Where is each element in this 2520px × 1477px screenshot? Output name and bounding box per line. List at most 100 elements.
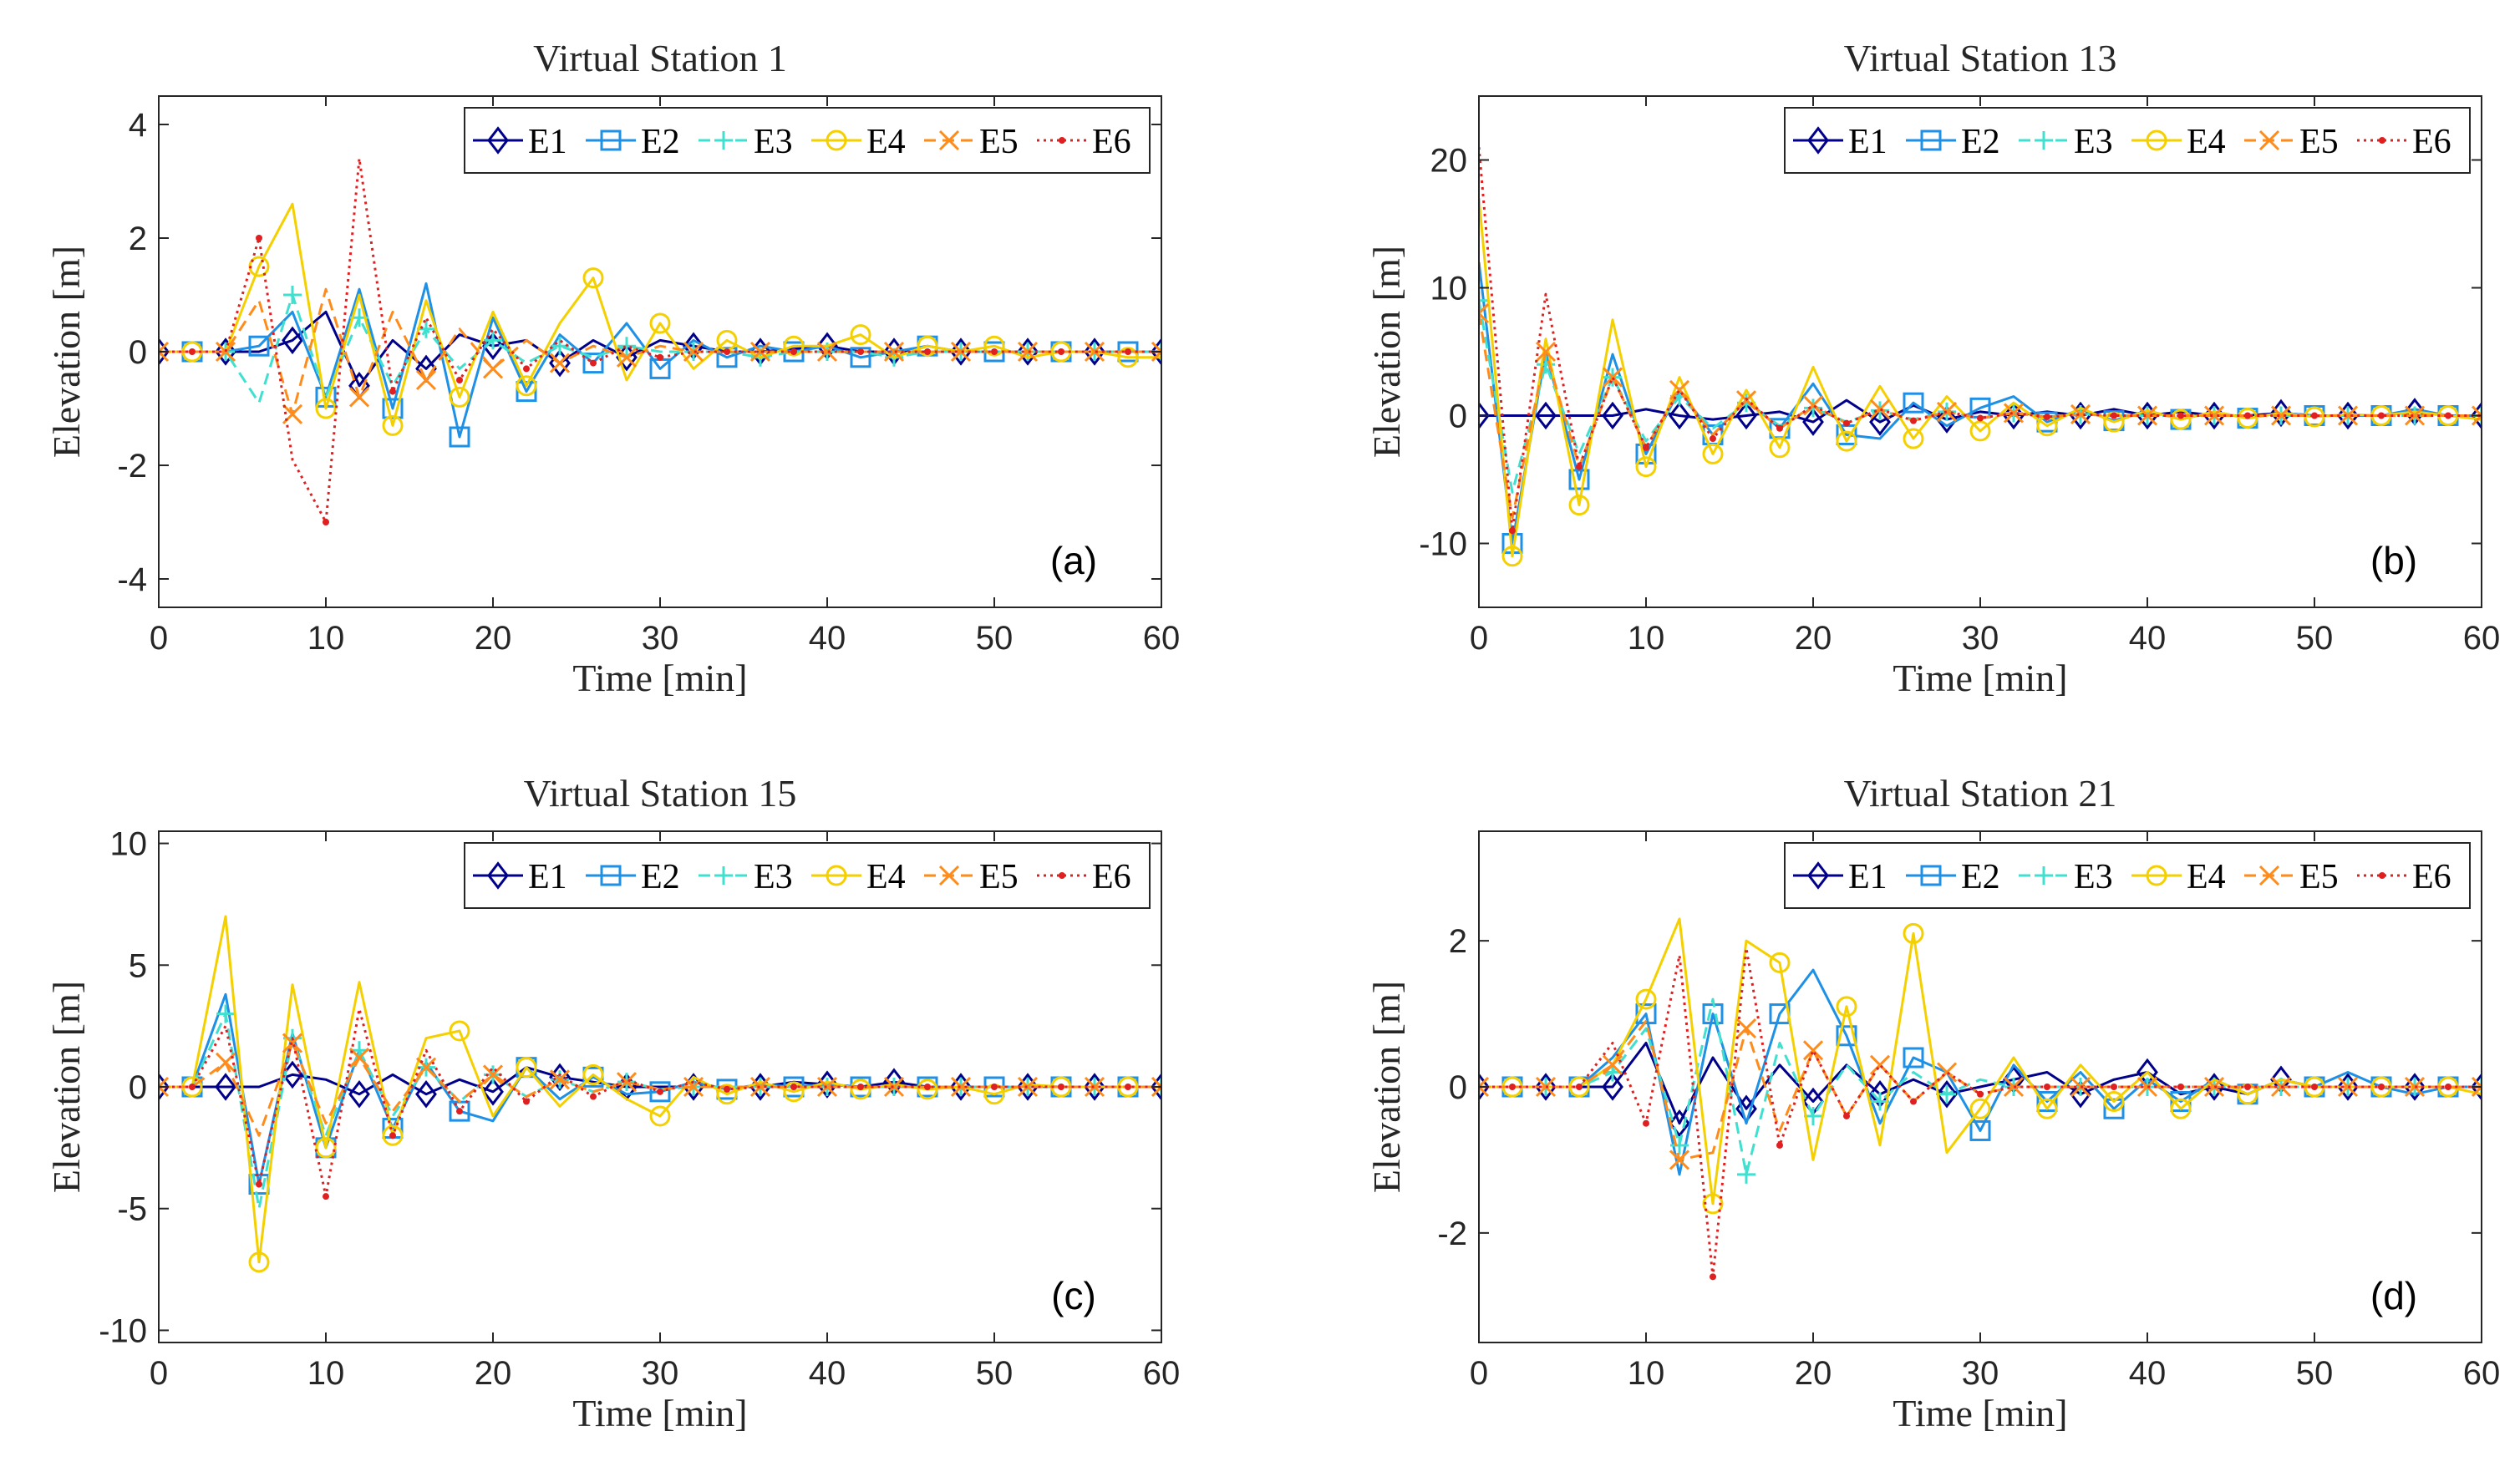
- data-point-e1: [348, 1079, 370, 1109]
- data-point-e2: [248, 335, 270, 357]
- data-point-e1: [1535, 1073, 1557, 1101]
- x-tick-label: 20: [475, 620, 512, 657]
- data-point-e4: [1769, 952, 1791, 973]
- data-point-e6: [790, 1084, 797, 1090]
- data-point-e6: [323, 1193, 329, 1200]
- data-point-e1: [1869, 408, 1891, 436]
- data-point-e4: [449, 1020, 470, 1042]
- data-point-e5: [1869, 398, 1891, 419]
- data-point-e6: [523, 1098, 530, 1105]
- y-tick-label: 0: [1449, 398, 1467, 435]
- data-point-e6: [2378, 412, 2385, 419]
- legend-label: E2: [1961, 123, 2000, 161]
- legend-label: E6: [2412, 858, 2451, 896]
- data-point-e6: [1843, 419, 1850, 427]
- data-point-e6: [590, 359, 597, 367]
- legend-label: E6: [2412, 123, 2451, 161]
- data-point-e1: [1151, 338, 1161, 366]
- data-point-e5: [2471, 1076, 2482, 1098]
- data-point-e4: [850, 1079, 871, 1100]
- data-point-e5: [1151, 341, 1161, 363]
- data-point-e3: [1938, 1084, 1956, 1104]
- data-point-e6: [991, 348, 998, 355]
- data-point-e4: [1769, 437, 1791, 459]
- legend-label: E4: [2187, 858, 2226, 896]
- data-point-e2: [1903, 392, 1924, 414]
- data-point-e2: [1969, 1119, 1991, 1141]
- data-point-e5: [2337, 1076, 2359, 1098]
- x-tick-label: 20: [1795, 620, 1832, 657]
- legend-marker-e4: [2146, 129, 2167, 151]
- x-axis-label: Time [min]: [572, 657, 747, 699]
- y-tick-label: -4: [117, 561, 147, 598]
- data-point-e6: [1509, 1084, 1516, 1090]
- data-point-e6: [1509, 527, 1516, 535]
- data-point-e2: [2036, 1090, 2058, 1112]
- data-point-e5: [415, 369, 437, 391]
- data-point-e1: [950, 338, 972, 366]
- data-point-e6: [2311, 1084, 2318, 1090]
- data-point-e3: [484, 331, 502, 350]
- y-tick-label: -2: [1437, 1216, 1467, 1252]
- data-point-e3: [417, 319, 435, 338]
- data-point-e4: [582, 1063, 604, 1085]
- data-point-e5: [1479, 303, 1490, 324]
- y-axis-label: Elevation [m]: [1365, 981, 1408, 1193]
- data-point-e6: [1058, 348, 1064, 355]
- x-axis-label: Time [min]: [1893, 1392, 2067, 1434]
- data-point-e5: [1017, 341, 1039, 363]
- legend-box: [1784, 107, 2471, 174]
- data-point-e5: [1802, 1040, 1824, 1061]
- data-point-e5: [1735, 1018, 1757, 1039]
- data-point-e5: [950, 341, 972, 363]
- data-point-e5: [1535, 341, 1557, 363]
- legend-label: E2: [1961, 858, 2000, 896]
- y-tick-label: 20: [1430, 143, 1468, 180]
- data-point-e5: [1084, 341, 1105, 363]
- y-tick-label: 2: [129, 221, 147, 257]
- data-point-e4: [315, 398, 337, 419]
- data-point-e6: [1910, 417, 1917, 424]
- data-point-e5: [2404, 1076, 2426, 1098]
- data-point-e5: [2003, 403, 2025, 424]
- data-point-e6: [389, 388, 396, 395]
- data-point-e6: [2044, 414, 2050, 421]
- data-point-e4: [850, 324, 871, 346]
- data-point-e1: [482, 1078, 504, 1106]
- legend-marker-e2: [600, 865, 622, 886]
- x-tick-label: 30: [642, 1355, 679, 1392]
- legend-label: E4: [866, 123, 906, 161]
- data-point-e6: [2111, 1084, 2117, 1090]
- data-point-e3: [1670, 1135, 1689, 1155]
- data-point-e6: [724, 1085, 730, 1093]
- panel-a: 0 10 20 30 40 50 60 -4 -2 0 2 4 Virtual Station 1 Tim…: [45, 37, 1180, 699]
- data-point-e4: [1568, 1076, 1590, 1098]
- data-point-e1: [1084, 338, 1105, 366]
- legend-marker-e4: [2146, 865, 2167, 886]
- data-point-e4: [315, 1137, 337, 1159]
- data-point-e6: [2445, 412, 2451, 419]
- data-point-e1: [215, 1073, 236, 1101]
- legend-marker-e6: [1059, 137, 1065, 144]
- data-point-e3: [1479, 291, 1488, 310]
- data-point-e6: [590, 1093, 597, 1100]
- data-point-e5: [159, 1076, 170, 1098]
- legend-label: E1: [1848, 858, 1887, 896]
- data-point-e2: [1836, 1025, 1857, 1047]
- data-point-e6: [1977, 414, 1984, 422]
- data-point-e4: [1568, 495, 1590, 516]
- legend-label: E5: [2299, 123, 2339, 161]
- x-axis-label: Time [min]: [572, 1392, 747, 1434]
- data-point-e6: [2177, 1084, 2184, 1090]
- data-point-e6: [724, 348, 730, 355]
- data-point-e1: [1936, 1079, 1958, 1109]
- data-point-e6: [924, 1084, 931, 1090]
- legend-marker-e5: [2258, 129, 2280, 151]
- data-point-e1: [2471, 401, 2482, 430]
- data-point-e5: [1151, 1076, 1161, 1098]
- data-point-e1: [1602, 1073, 1623, 1101]
- data-point-e5: [683, 1076, 704, 1098]
- data-point-e4: [1969, 1098, 1991, 1119]
- data-point-e6: [1125, 1084, 1131, 1090]
- data-point-e6: [1977, 1090, 1984, 1098]
